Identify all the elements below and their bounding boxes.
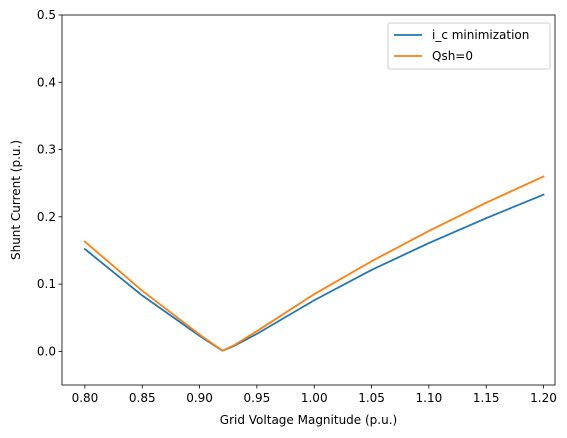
x-tick-label: 1.00: [301, 391, 328, 405]
y-tick-label: 0.3: [37, 143, 56, 157]
x-tick-label: 0.80: [72, 391, 99, 405]
legend-label-qsh-0: Qsh=0: [432, 49, 473, 63]
y-tick-label: 0.2: [37, 210, 56, 224]
legend-box: [387, 22, 551, 70]
x-tick-label: 0.90: [186, 391, 213, 405]
x-tick-label: 1.05: [358, 391, 385, 405]
plot-frame: [61, 14, 556, 386]
series-layer: [83, 175, 545, 352]
legend: i_c minimization Qsh=0: [387, 22, 551, 70]
y-tick-label: 0.1: [37, 277, 56, 291]
y-tick-label: 0.5: [37, 8, 56, 22]
legend-label-i-c-minimization: i_c minimization: [432, 28, 529, 42]
ticks-layer: 0.80 0.85 0.90 0.95 1.00 1.05 1.10 1.15 1.20 0.0 0…: [37, 8, 557, 405]
y-tick-label: 0.0: [37, 344, 56, 358]
x-tick-label: 1.10: [416, 391, 443, 405]
x-tick-label: 1.15: [473, 391, 500, 405]
y-tick-label: 0.4: [37, 75, 56, 89]
x-tick-label: 1.20: [530, 391, 557, 405]
series-line-qsh-0: [83, 175, 545, 352]
x-axis-label: Grid Voltage Magnitude (p.u.): [220, 413, 397, 427]
series-line-i-c-minimization: [83, 193, 545, 352]
x-tick-label: 0.95: [244, 391, 271, 405]
y-axis-label: Shunt Current (p.u.): [9, 140, 23, 260]
x-tick-label: 0.85: [129, 391, 156, 405]
